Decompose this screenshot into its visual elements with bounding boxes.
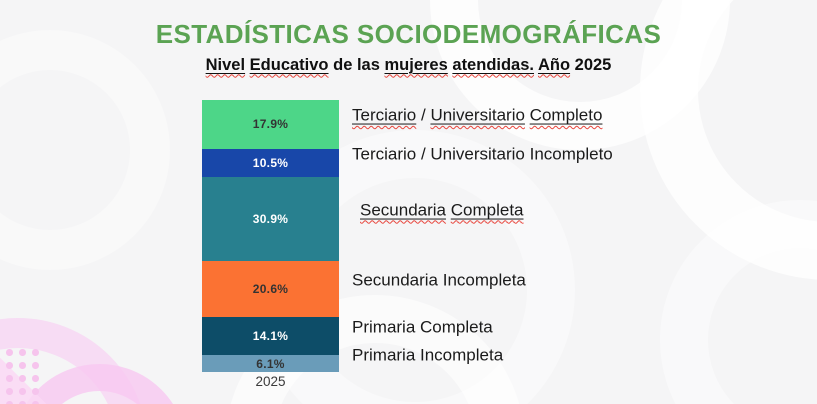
pink-dot-decoration [19, 401, 26, 404]
bar-segment-value-label: 30.9% [252, 212, 289, 227]
series-label-3: Secundaria Completa [360, 200, 524, 223]
bar-segment-value-label: 6.1% [256, 356, 285, 371]
word: Primaria Incompleta [352, 345, 504, 365]
series-label-4: Secundaria Incompleta [352, 270, 526, 293]
misspelled-word: Universitario [430, 105, 525, 125]
pink-dot-decoration [32, 349, 39, 356]
pink-dot-decoration [6, 388, 13, 395]
misspelled-word: Nivel [205, 55, 246, 74]
header: ESTADÍSTICAS SOCIODEMOGRÁFICAS Nivel Edu… [0, 20, 817, 75]
word: / [420, 105, 426, 125]
word: Secundaria Incompleta [352, 270, 526, 290]
pink-dot-decoration [6, 349, 13, 356]
pink-dot-decoration [6, 401, 13, 404]
misspelled-word: atendidas. [452, 55, 534, 74]
pink-dot-decoration [32, 375, 39, 382]
bar-segment-1: 17.9% [202, 100, 339, 149]
pink-dot-decoration [19, 362, 26, 369]
pink-dot-decoration [6, 362, 13, 369]
pink-dot-decoration [32, 362, 39, 369]
series-label-5: Primaria Completa [352, 317, 493, 340]
bar-segment-4: 20.6% [202, 261, 339, 318]
word: 2025 [574, 55, 612, 74]
word: las [356, 55, 380, 74]
pink-dot-decoration [19, 375, 26, 382]
bar-segment-3: 30.9% [202, 177, 339, 262]
series-label-1: Terciario / Universitario Completo [352, 105, 602, 128]
word: Terciario / Universitario Incompleto [352, 144, 613, 164]
word: Primaria Completa [352, 317, 493, 337]
bar-segment-2: 10.5% [202, 148, 339, 178]
bar-segment-value-label: 10.5% [252, 155, 289, 170]
misspelled-word: Completa [450, 200, 524, 220]
pink-dot-decoration [19, 349, 26, 356]
word: de [333, 55, 353, 74]
misspelled-word: mujeres [384, 55, 448, 74]
misspelled-word: Educativo [249, 55, 329, 74]
bar-segment-5: 14.1% [202, 317, 339, 356]
chart-subtitle: Nivel Educativo de las mujeres atendidas… [0, 56, 817, 75]
pink-dot-decoration [32, 401, 39, 404]
background-circle-decoration [660, 200, 817, 404]
misspelled-word: Terciario [352, 105, 417, 125]
page-title: ESTADÍSTICAS SOCIODEMOGRÁFICAS [155, 19, 662, 49]
series-label-2: Terciario / Universitario Incompleto [352, 143, 613, 166]
pink-dot-decoration [19, 388, 26, 395]
pink-dot-decoration [32, 388, 39, 395]
pink-dot-decoration [6, 375, 13, 382]
series-label-6: Primaria Incompleta [352, 344, 503, 367]
bar-segment-value-label: 17.9% [252, 117, 289, 132]
bar-segment-6: 6.1% [202, 355, 339, 372]
misspelled-word: Secundaria [360, 200, 447, 220]
misspelled-word: Año [537, 55, 571, 74]
stacked-bar: 17.9% 10.5% 30.9% 20.6% 14.1% 6.1% [202, 100, 339, 372]
misspelled-word: Completo [529, 105, 603, 125]
x-axis-category-label: 2025 [255, 374, 286, 389]
bar-segment-value-label: 14.1% [252, 329, 289, 344]
bar-segment-value-label: 20.6% [252, 282, 289, 297]
